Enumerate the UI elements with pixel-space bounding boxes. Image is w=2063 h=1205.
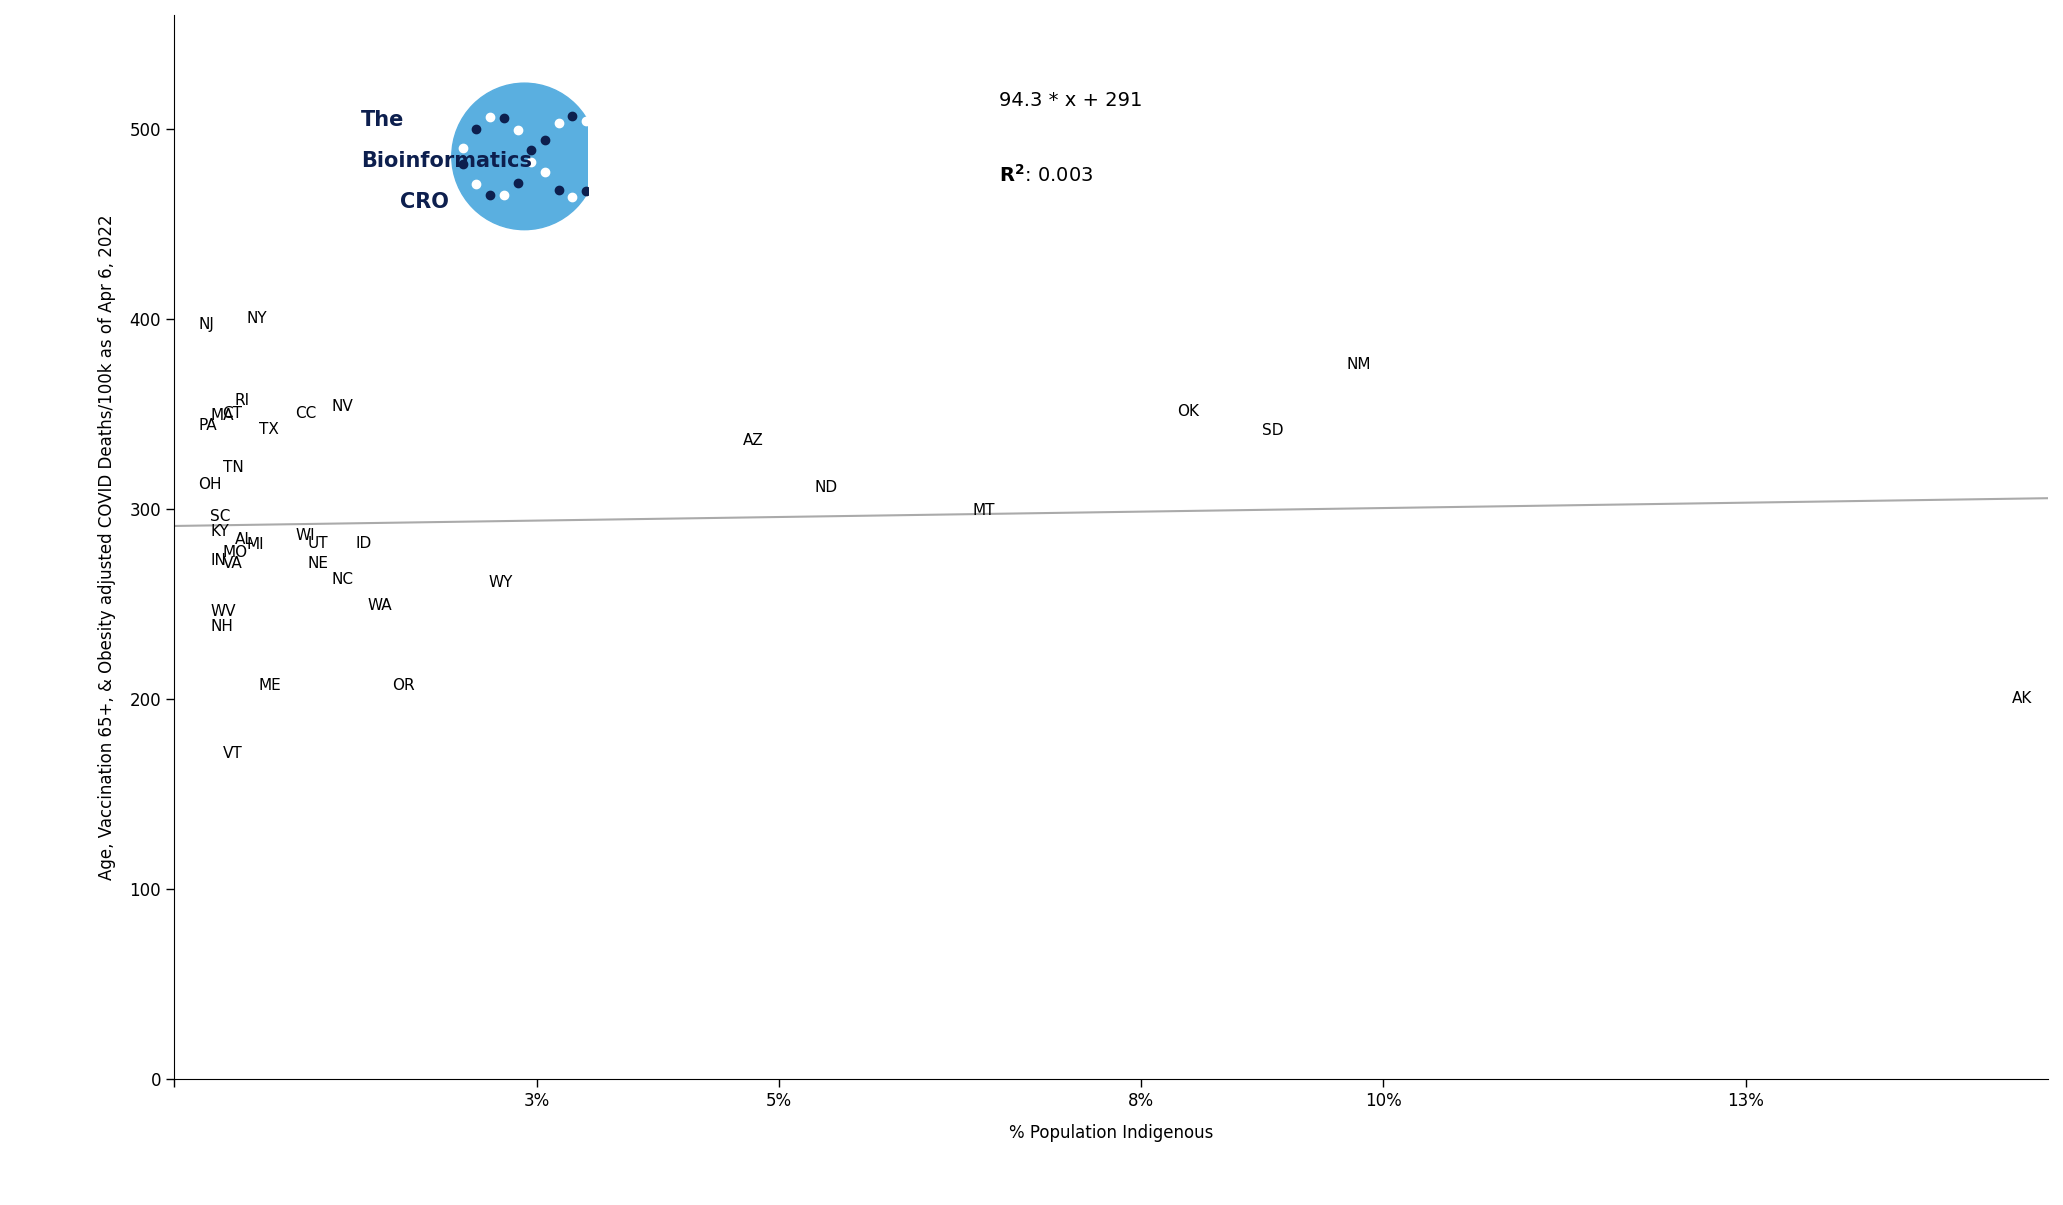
Text: WA: WA xyxy=(367,598,392,613)
Text: ID: ID xyxy=(355,535,371,551)
Text: MT: MT xyxy=(972,504,994,518)
Text: ND: ND xyxy=(815,481,838,495)
Text: AZ: AZ xyxy=(743,433,763,448)
Text: MI: MI xyxy=(248,537,264,552)
Text: NC: NC xyxy=(332,571,353,587)
Text: UT: UT xyxy=(307,535,328,551)
Circle shape xyxy=(452,83,596,230)
Text: OR: OR xyxy=(392,678,415,693)
Text: SD: SD xyxy=(1263,423,1283,439)
Text: RI: RI xyxy=(235,393,250,408)
Text: ME: ME xyxy=(258,678,283,693)
Text: $\mathbf{R^2}$: 0.003: $\mathbf{R^2}$: 0.003 xyxy=(998,164,1093,186)
Text: 94.3 * x + 291: 94.3 * x + 291 xyxy=(998,90,1143,110)
Text: CT: CT xyxy=(223,406,243,422)
Text: OH: OH xyxy=(198,477,223,492)
Text: NJ: NJ xyxy=(198,317,215,333)
Text: PA: PA xyxy=(198,418,217,433)
Text: IN: IN xyxy=(210,553,227,568)
Text: OK: OK xyxy=(1178,405,1199,419)
Text: CC: CC xyxy=(295,406,316,422)
Text: TX: TX xyxy=(258,422,279,436)
Text: WY: WY xyxy=(489,576,514,590)
Text: TN: TN xyxy=(223,459,243,475)
Text: NH: NH xyxy=(210,619,233,634)
Text: AK: AK xyxy=(2011,692,2032,706)
Text: NM: NM xyxy=(1347,357,1372,372)
Text: NY: NY xyxy=(248,311,268,327)
Text: VA: VA xyxy=(223,557,241,571)
Text: Bioinformatics: Bioinformatics xyxy=(361,151,532,171)
Text: WI: WI xyxy=(295,528,316,543)
Text: NE: NE xyxy=(307,557,328,571)
Text: SC: SC xyxy=(210,509,231,524)
Y-axis label: Age, Vaccination 65+, & Obesity adjusted COVID Deaths/100k as of Apr 6, 2022: Age, Vaccination 65+, & Obesity adjusted… xyxy=(97,214,116,880)
X-axis label: % Population Indigenous: % Population Indigenous xyxy=(1009,1124,1213,1142)
Text: The: The xyxy=(361,110,404,130)
Text: AL: AL xyxy=(235,531,254,547)
Text: MA: MA xyxy=(210,408,233,423)
Text: VT: VT xyxy=(223,746,241,762)
Text: CRO: CRO xyxy=(400,193,450,212)
Text: NV: NV xyxy=(332,399,353,413)
Text: MO: MO xyxy=(223,545,248,560)
Text: KY: KY xyxy=(210,524,229,539)
Text: WV: WV xyxy=(210,604,235,619)
